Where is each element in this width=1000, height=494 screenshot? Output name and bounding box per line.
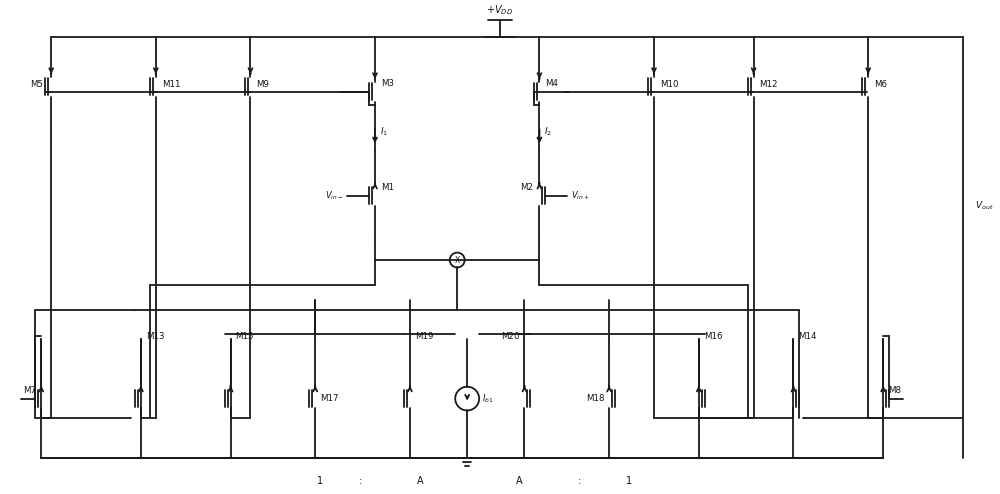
Text: M20: M20 [501, 332, 519, 341]
Text: M11: M11 [162, 81, 180, 89]
Text: :: : [358, 476, 362, 486]
Text: 1: 1 [626, 476, 632, 486]
Text: $+V_{DD}$: $+V_{DD}$ [486, 2, 513, 16]
Text: M13: M13 [146, 332, 164, 341]
Text: M9: M9 [256, 81, 269, 89]
Text: M6: M6 [874, 81, 887, 89]
Text: M14: M14 [798, 332, 817, 341]
Text: A: A [516, 476, 523, 486]
Text: 1: 1 [317, 476, 323, 486]
Text: A: A [417, 476, 423, 486]
Text: M16: M16 [704, 332, 722, 341]
Text: M8: M8 [888, 386, 901, 395]
Text: M12: M12 [760, 81, 778, 89]
Text: M1: M1 [381, 183, 394, 192]
Text: $V_{in-}$: $V_{in-}$ [325, 189, 343, 202]
Text: M3: M3 [381, 80, 394, 88]
Text: X: X [455, 255, 460, 264]
Text: $V_{out}$: $V_{out}$ [975, 200, 994, 212]
Text: M2: M2 [520, 183, 533, 192]
Text: M4: M4 [545, 80, 558, 88]
Text: $V_{in+}$: $V_{in+}$ [571, 189, 590, 202]
Text: M15: M15 [236, 332, 254, 341]
Text: $I_1$: $I_1$ [380, 125, 388, 138]
Text: M19: M19 [415, 332, 433, 341]
Text: M5: M5 [30, 81, 43, 89]
Text: $I_2$: $I_2$ [544, 125, 552, 138]
Text: M10: M10 [660, 81, 678, 89]
Text: M18: M18 [586, 394, 604, 403]
Text: $I_{b1}$: $I_{b1}$ [482, 392, 494, 405]
Text: M7: M7 [23, 386, 36, 395]
Text: :: : [578, 476, 581, 486]
Text: M17: M17 [320, 394, 339, 403]
